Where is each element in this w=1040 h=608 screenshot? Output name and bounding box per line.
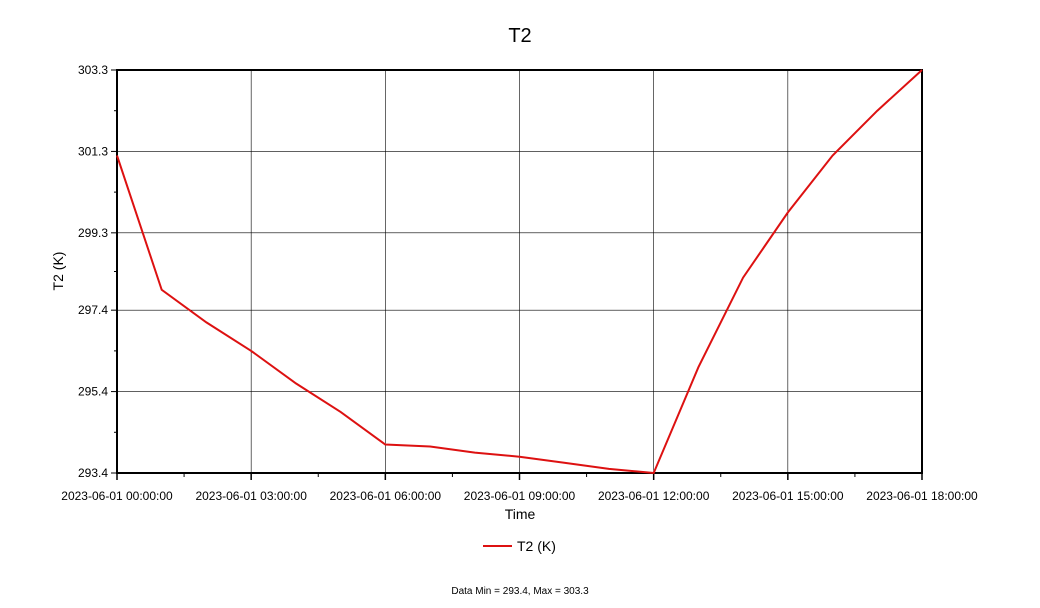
x-tick-label: 2023-06-01 15:00:00: [732, 489, 844, 503]
x-tick-label: 2023-06-01 00:00:00: [61, 489, 173, 503]
x-tick-label: 2023-06-01 09:00:00: [464, 489, 576, 503]
x-tick-label: 2023-06-01 03:00:00: [195, 489, 307, 503]
legend: T2 (K): [483, 538, 556, 554]
chart-title: T2: [508, 25, 531, 47]
y-tick-label: 303.3: [78, 63, 108, 77]
x-tick-label: 2023-06-01 12:00:00: [598, 489, 710, 503]
y-tick-label: 299.3: [78, 226, 108, 240]
y-tick-label: 295.4: [78, 385, 108, 399]
x-tick-label: 2023-06-01 18:00:00: [866, 489, 978, 503]
y-tick-label: 293.4: [78, 466, 108, 480]
x-axis-label: Time: [505, 506, 536, 522]
axes: 293.4 295.4 297.4 299.3 301.3 303.3 2023-06-01…: [61, 63, 978, 503]
y-axis-label: T2 (K): [50, 252, 66, 291]
y-tick-label: 297.4: [78, 303, 108, 317]
grid: [117, 70, 922, 473]
legend-label-t2: T2 (K): [517, 538, 556, 554]
y-tick-label: 301.3: [78, 144, 108, 158]
x-tick-label: 2023-06-01 06:00:00: [330, 489, 442, 503]
data-min-max-footer: Data Min = 293.4, Max = 303.3: [451, 586, 589, 597]
series-line-t2: [116, 69, 923, 475]
